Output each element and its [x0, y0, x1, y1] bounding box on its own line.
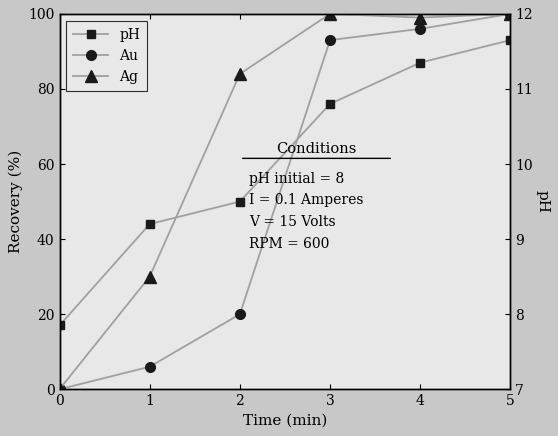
Text: pH initial = 8
I = 0.1 Amperes
V = 15 Volts
RPM = 600: pH initial = 8 I = 0.1 Amperes V = 15 Vo… — [249, 171, 363, 251]
Legend: pH, Au, Ag: pH, Au, Ag — [66, 21, 147, 91]
X-axis label: Time (min): Time (min) — [243, 414, 327, 428]
Text: Conditions: Conditions — [276, 143, 357, 157]
Y-axis label: Recovery (%): Recovery (%) — [8, 150, 23, 253]
Y-axis label: pH: pH — [536, 190, 550, 213]
